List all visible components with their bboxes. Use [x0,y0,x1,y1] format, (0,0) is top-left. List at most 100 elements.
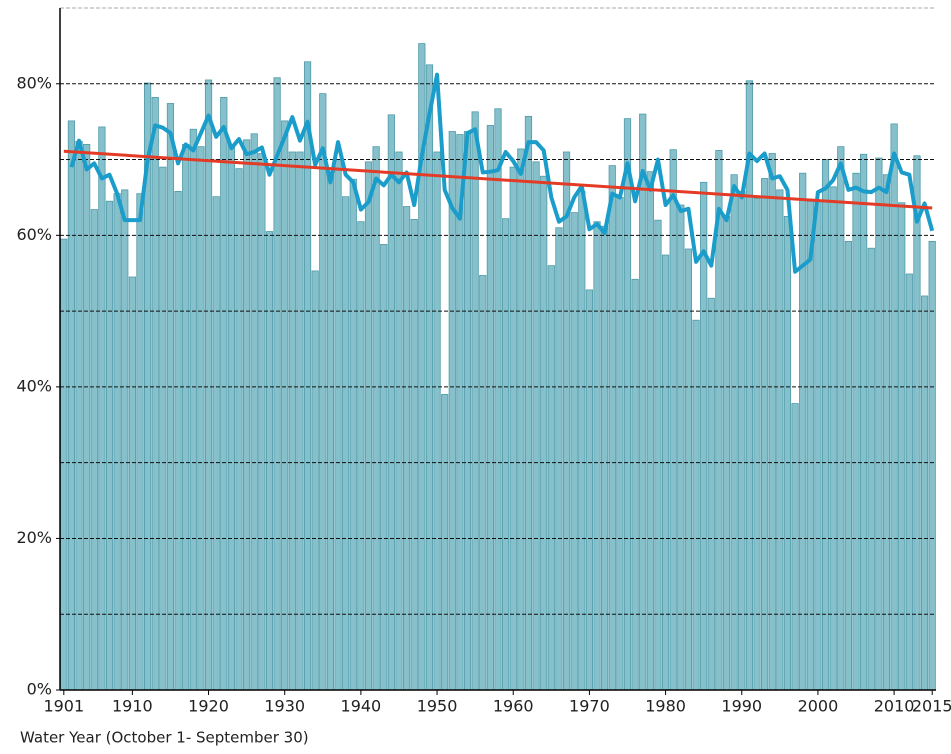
bar [235,168,243,691]
bar [189,128,197,691]
bar [60,238,68,691]
bar [204,79,213,691]
bar [105,200,114,691]
bar [288,151,296,691]
bar [677,204,685,691]
bar [319,93,327,691]
bar [547,265,555,691]
bar [166,103,175,691]
bar [121,189,129,691]
bar [402,206,411,691]
bar [860,153,868,691]
bar [113,193,121,691]
bar [646,171,654,691]
bar [814,200,822,691]
bar [349,178,357,691]
x-tick-label: 1980 [645,697,686,716]
bar [669,149,677,691]
bar [212,196,220,691]
bar [532,161,540,691]
bar [730,174,738,691]
bar [227,143,235,691]
bar [296,151,304,691]
x-axis-title: Water Year (October 1- September 30) [20,729,309,747]
bar [479,275,487,691]
bar [67,120,76,691]
bar [540,175,548,691]
x-tick-label: 1970 [569,697,610,716]
bar [661,254,670,691]
bar [128,276,136,691]
y-tick-label: 80% [16,73,52,92]
bar [837,146,845,691]
bar [639,113,647,691]
bar [890,123,898,691]
x-tick-label: 2015 [912,697,951,716]
bar [486,125,494,691]
bar [364,161,373,691]
bar [928,240,936,691]
bar [920,295,929,691]
bar [357,221,365,691]
y-tick-label: 60% [16,225,52,244]
bar [578,190,586,691]
bar [151,97,159,691]
x-tick-label: 1930 [264,697,305,716]
bar [441,394,449,691]
bar [684,248,693,691]
bar [601,225,609,691]
bar [844,240,852,691]
y-tick-label: 0% [27,680,52,699]
bar [791,403,799,691]
bar [243,139,251,691]
bar [494,108,502,691]
bar [517,148,525,691]
x-tick-label: 1940 [341,697,382,716]
line [69,72,935,274]
bar [136,193,144,691]
bar [562,151,571,691]
bar [303,61,312,691]
bar [799,172,807,691]
bar [768,153,776,691]
x-tick-label: 1910 [112,697,153,716]
bar [448,131,456,691]
bar [707,297,715,691]
bar [616,197,624,691]
bar [692,319,700,691]
bar [753,197,761,691]
x-tick-label: 2010 [874,697,915,716]
bar [502,218,510,691]
bar [806,200,814,691]
bar [722,215,731,691]
bar [585,289,594,691]
bar [334,159,342,691]
bar [882,174,891,691]
bar [623,118,632,691]
bar [898,202,906,691]
bar [98,126,106,691]
bar [197,146,205,691]
bar [875,157,883,691]
x-tick-label: 1901 [43,697,84,716]
bar [174,190,182,691]
bar [509,166,517,691]
bar [524,115,533,691]
bar [90,209,98,691]
bar [555,227,563,691]
bar [387,114,395,691]
bar [342,196,350,691]
bar [433,151,441,691]
bar [738,190,746,691]
y-tick-label: 20% [16,528,52,547]
bar [410,219,418,691]
bar [258,153,266,691]
bar [608,165,616,691]
x-tick-label: 1990 [721,697,762,716]
bar [281,120,289,691]
bar [776,189,784,691]
bar [631,278,639,691]
bar [463,131,472,691]
bar [761,178,769,691]
bar [273,77,281,691]
